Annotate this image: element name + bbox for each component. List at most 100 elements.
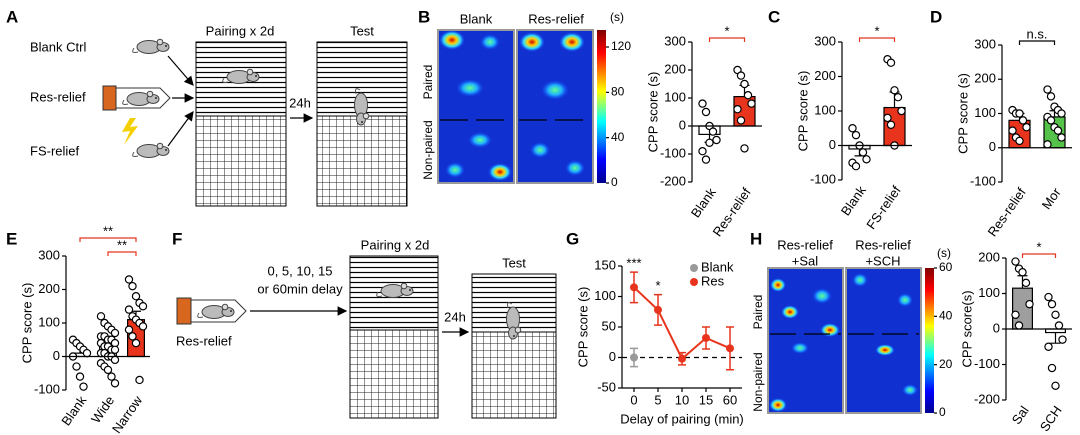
- x-tick-label: Mor: [1039, 185, 1065, 212]
- significance-label: *: [1036, 239, 1041, 254]
- data-point: [1051, 310, 1060, 319]
- x-axis-label: Delay of pairing (min): [620, 411, 744, 426]
- y-tick-label: -100: [660, 145, 686, 160]
- y-tick-label: 150: [594, 257, 616, 272]
- y-tick-label: 100: [978, 285, 1000, 300]
- data-point: [1015, 136, 1024, 146]
- data-point: [862, 155, 871, 164]
- colorbar-tick-label: 120: [611, 39, 631, 53]
- data-point: [1046, 116, 1056, 125]
- data-point: [630, 353, 638, 362]
- shock-icon: [122, 118, 138, 145]
- data-point: [886, 58, 896, 67]
- step-label: Pairing x 2d: [206, 23, 275, 38]
- x-tick-label: 60: [723, 392, 737, 407]
- data-point: [708, 127, 718, 136]
- y-tick-label: -100: [974, 356, 1000, 371]
- data-point: [135, 375, 144, 385]
- row-label: Paired: [751, 295, 765, 330]
- data-point: [733, 104, 742, 114]
- restrainer-cap: [176, 297, 192, 325]
- data-point: [883, 113, 892, 123]
- data-point: [890, 86, 899, 95]
- row-label: Paired: [421, 65, 435, 100]
- data-point: [1011, 257, 1020, 266]
- data-point: [851, 161, 861, 171]
- data-point: [897, 106, 906, 116]
- box-bottom: [471, 331, 557, 419]
- y-tick-label: 0: [609, 349, 616, 364]
- annotation: ***: [626, 256, 641, 271]
- data-point: [72, 362, 81, 371]
- y-tick-label: -50: [597, 379, 616, 394]
- y-tick-label: 100: [664, 89, 686, 104]
- colorbar: [597, 30, 606, 183]
- restrainer-cap: [102, 85, 117, 111]
- y-axis-label: CPP score (s): [795, 71, 810, 152]
- data-point: [858, 148, 868, 157]
- data-point: [698, 146, 707, 156]
- colorbar: [925, 268, 934, 413]
- data-point: [701, 107, 711, 117]
- y-tick-label: -100: [810, 171, 836, 186]
- panel-letter: A: [6, 7, 18, 26]
- data-point: [1011, 310, 1020, 319]
- data-point: [1046, 92, 1056, 101]
- x-tick-label: Sal: [1009, 403, 1032, 427]
- data-point: [1014, 321, 1024, 330]
- data-point: [1054, 321, 1064, 330]
- significance-bracket: [1021, 253, 1057, 258]
- y-tick-label: -100: [970, 173, 996, 188]
- data-point: [110, 328, 120, 338]
- y-tick-label: 100: [814, 102, 836, 117]
- data-point: [698, 99, 707, 108]
- group-label: FS-relief: [30, 143, 80, 158]
- x-tick-label: Blank: [838, 183, 869, 219]
- y-tick-label: 100: [594, 288, 616, 303]
- data-point: [1015, 109, 1024, 118]
- y-tick-label: 300: [814, 33, 836, 48]
- panel-letter: F: [172, 229, 182, 248]
- data-point: [1043, 85, 1052, 94]
- data-point: [75, 372, 85, 381]
- data-point: [630, 283, 638, 292]
- significance-label: *: [874, 23, 879, 38]
- colorbar-tick-label: 80: [611, 85, 625, 99]
- data-point: [131, 338, 141, 348]
- data-point: [1047, 299, 1057, 309]
- data-point: [702, 333, 710, 342]
- data-point: [131, 292, 141, 301]
- y-axis-label: CPP score (s): [19, 283, 34, 364]
- y-tick-label: 0: [53, 348, 60, 363]
- significance-bracket: [858, 37, 896, 42]
- data-point: [138, 302, 148, 311]
- annotation: *: [655, 278, 660, 293]
- colorbar-tick-label: 40: [939, 309, 953, 323]
- group-label: Res-relief: [30, 89, 86, 104]
- step-label: Test: [350, 23, 374, 38]
- data-point: [705, 138, 714, 147]
- diagram-f: Res-relief 0, 5, 10, 15 or 60min delay P…: [176, 237, 557, 419]
- data-point: [124, 275, 134, 284]
- x-tick-label: Narrow: [109, 393, 146, 435]
- data-point: [1053, 126, 1063, 135]
- x-tick-label: 10: [675, 392, 689, 407]
- mouse: [133, 39, 169, 53]
- data-point: [124, 305, 134, 314]
- x-tick-label: 15: [699, 392, 713, 407]
- y-tick-label: -100: [34, 381, 60, 396]
- colorbar-unit: (s): [610, 10, 624, 24]
- y-tick-label: -200: [974, 391, 1000, 406]
- diagram-a: Blank Ctrl Res-relief FS-relief Pairing …: [30, 23, 408, 207]
- y-tick-label: 200: [814, 68, 836, 83]
- data-point: [1008, 126, 1017, 135]
- y-tick-label: 0: [993, 320, 1000, 335]
- significance-label: **: [103, 223, 113, 238]
- box-bottom: [349, 329, 439, 419]
- series-line: [633, 286, 731, 361]
- y-tick-label: 200: [38, 281, 60, 296]
- heatmap-h: Res-relief +Sal Res-relief +SCH Paired N…: [751, 237, 951, 414]
- panel-letter: H: [750, 229, 762, 248]
- data-point: [1057, 133, 1066, 142]
- significance-bracket: [79, 237, 137, 242]
